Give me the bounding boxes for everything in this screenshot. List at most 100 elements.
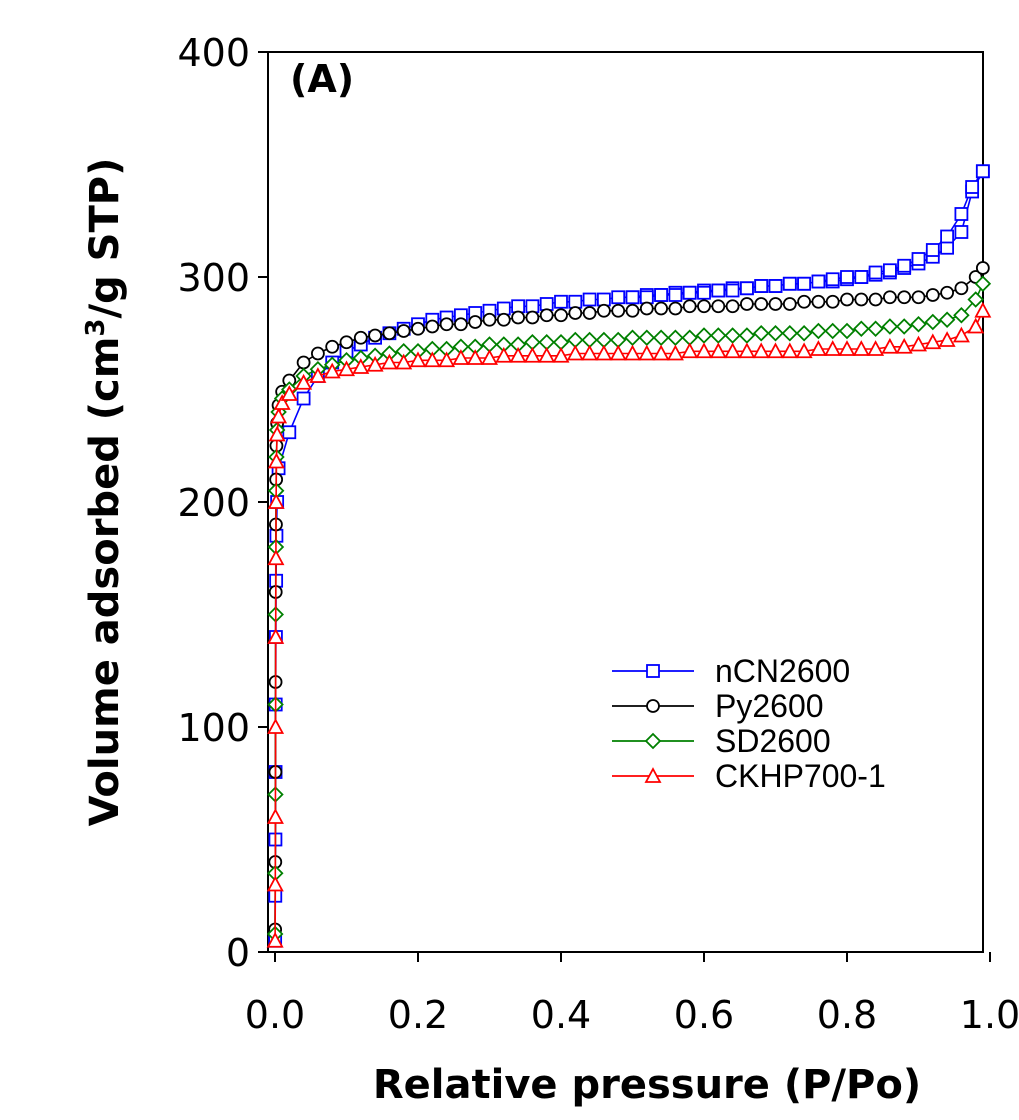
data-point (940, 285, 954, 300)
data-point (438, 351, 456, 368)
data-point (352, 358, 370, 374)
data-point (525, 310, 540, 325)
data-point (611, 290, 626, 305)
series-SD2600 (266, 275, 992, 943)
series-line (274, 310, 984, 941)
data-point (654, 301, 668, 316)
data-point (825, 272, 840, 287)
data-point (824, 322, 841, 340)
data-point (738, 327, 756, 344)
legend-item: nCN2600 (612, 653, 850, 689)
data-point (682, 285, 697, 300)
data-point (840, 292, 854, 307)
data-point (725, 283, 740, 298)
data-point (624, 329, 641, 347)
data-point (270, 407, 288, 424)
data-point (710, 327, 727, 344)
data-point (768, 279, 783, 293)
data-point (310, 346, 325, 361)
data-point (395, 353, 413, 370)
y-axis-title: Volume adsorbed (cm3/g STP) (81, 158, 128, 827)
legend-label: SD2600 (715, 723, 831, 759)
legend-item: SD2600 (612, 723, 831, 759)
data-point (883, 290, 897, 305)
data-point (938, 311, 956, 329)
legend-item: CKHP700-1 (612, 758, 886, 794)
data-point (868, 292, 883, 307)
y-axis-title-superscript: 3 (81, 318, 111, 336)
data-point (867, 320, 884, 338)
data-point (840, 270, 854, 284)
data-point (766, 342, 785, 359)
y-axis-title-main: Volume adsorbed (cm (82, 337, 128, 827)
data-point (652, 344, 670, 361)
data-point (509, 346, 527, 363)
data-point (566, 344, 584, 361)
data-point (337, 360, 356, 377)
data-point (482, 312, 497, 327)
data-point (480, 349, 499, 365)
data-point (525, 299, 540, 314)
data-point (682, 299, 697, 314)
data-point (754, 279, 769, 293)
series-layer (266, 164, 992, 948)
data-point (824, 340, 842, 356)
data-point (697, 285, 711, 300)
data-point (282, 425, 297, 440)
data-point (881, 337, 899, 354)
data-point (652, 329, 670, 347)
data-point (938, 331, 956, 347)
data-point (781, 324, 799, 342)
legend-marker (646, 664, 660, 678)
data-point (396, 324, 411, 338)
series-CKHP700-1 (266, 301, 992, 948)
data-point (925, 288, 940, 302)
y-tick-label: 100 (177, 706, 250, 750)
data-point (466, 349, 484, 365)
data-point (782, 276, 797, 291)
data-point (368, 328, 383, 343)
y-tick-label: 0 (226, 931, 250, 975)
plot-axes: 0.0 0.2 0.4 0.6 0.8 1.0 0 100 200 300 400 (177, 31, 1019, 1037)
data-point (695, 342, 713, 359)
data-point (940, 240, 954, 255)
data-point (667, 329, 684, 347)
data-point (611, 303, 626, 318)
data-point (838, 340, 856, 356)
data-point (724, 327, 741, 344)
x-tick-label: 0.2 (388, 993, 448, 1037)
data-point (423, 351, 441, 368)
legend-marker (644, 732, 662, 750)
data-point (967, 291, 984, 308)
data-point (697, 299, 711, 314)
legend-marker (644, 767, 662, 783)
data-point (975, 261, 990, 275)
data-point (952, 326, 970, 343)
data-point (496, 312, 511, 327)
data-point (425, 319, 440, 334)
data-point (582, 292, 597, 307)
data-point (638, 329, 656, 347)
data-point (711, 299, 726, 314)
data-point (740, 281, 754, 296)
data-point (625, 303, 640, 318)
data-point (266, 931, 284, 948)
data-point (323, 362, 341, 379)
data-point (552, 346, 570, 363)
data-point (825, 294, 840, 309)
data-point (975, 164, 990, 179)
plot-frame (267, 51, 984, 953)
data-point (925, 243, 940, 257)
data-point (554, 294, 568, 309)
data-point (411, 321, 425, 336)
data-point (582, 306, 597, 320)
data-point (439, 317, 454, 332)
data-point (709, 342, 727, 359)
data-point (883, 263, 897, 278)
data-point (295, 373, 313, 390)
data-point (539, 308, 554, 323)
data-point (668, 288, 683, 302)
data-point (897, 290, 912, 305)
data-point (724, 342, 742, 359)
data-point (954, 207, 969, 221)
